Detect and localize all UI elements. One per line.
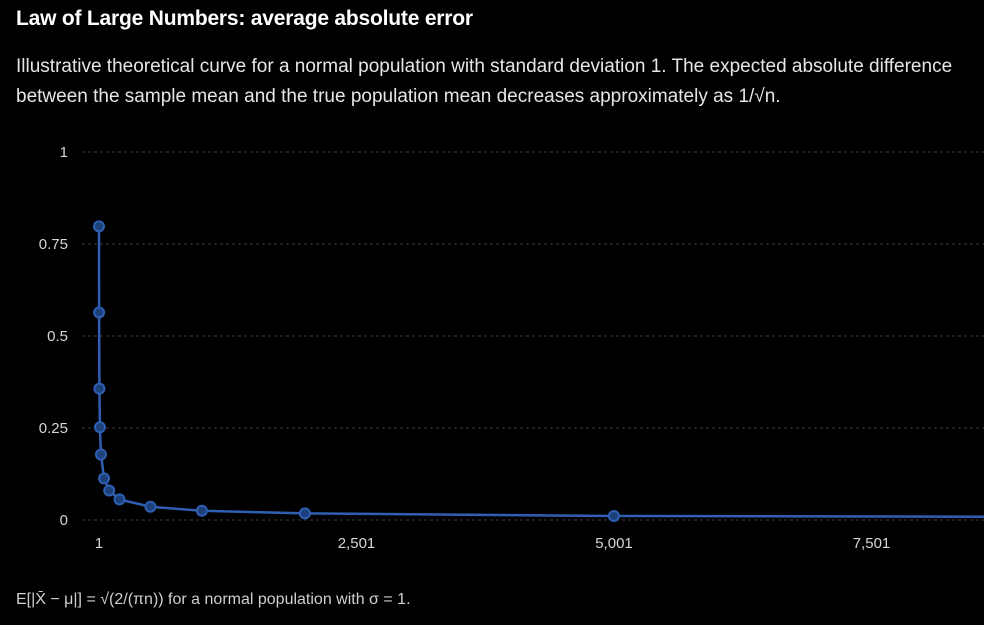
data-point[interactable] <box>94 448 107 461</box>
series-group <box>93 220 984 522</box>
data-point[interactable] <box>98 472 111 485</box>
data-point[interactable] <box>144 500 157 513</box>
chart-subtitle: Illustrative theoretical curve for a nor… <box>16 56 953 107</box>
data-point[interactable] <box>93 220 105 233</box>
y-tick-label: 0.75 <box>39 236 68 253</box>
series-line <box>97 225 984 518</box>
y-tick-label: 0 <box>60 512 68 529</box>
y-tick-label: 0.5 <box>47 328 68 345</box>
data-point[interactable] <box>607 509 620 522</box>
data-point[interactable] <box>113 493 126 506</box>
line-chart: 0 0.25 0.5 0.75 1 1 2,501 5,001 7,501 <box>39 144 984 552</box>
data-point[interactable] <box>195 504 208 517</box>
data-point[interactable] <box>103 484 116 497</box>
data-point[interactable] <box>93 382 106 395</box>
x-tick-label: 1 <box>95 535 103 552</box>
gridlines <box>82 151 984 521</box>
data-point[interactable] <box>93 306 106 319</box>
data-point[interactable] <box>298 507 311 520</box>
y-tick-label: 1 <box>60 144 68 161</box>
data-point[interactable] <box>93 421 106 434</box>
x-tick-label: 7,501 <box>853 535 891 552</box>
y-axis: 0 0.25 0.5 0.75 1 <box>39 144 68 529</box>
y-tick-label: 0.25 <box>39 420 68 437</box>
x-axis: 1 2,501 5,001 7,501 <box>95 535 890 552</box>
formula-footnote: E[|X̄ − μ|] = √(2/(πn)) for a normal pop… <box>16 591 411 608</box>
x-tick-label: 2,501 <box>338 535 376 552</box>
chart-title: Law of Large Numbers: average absolute e… <box>16 7 473 30</box>
x-tick-label: 5,001 <box>595 535 633 552</box>
